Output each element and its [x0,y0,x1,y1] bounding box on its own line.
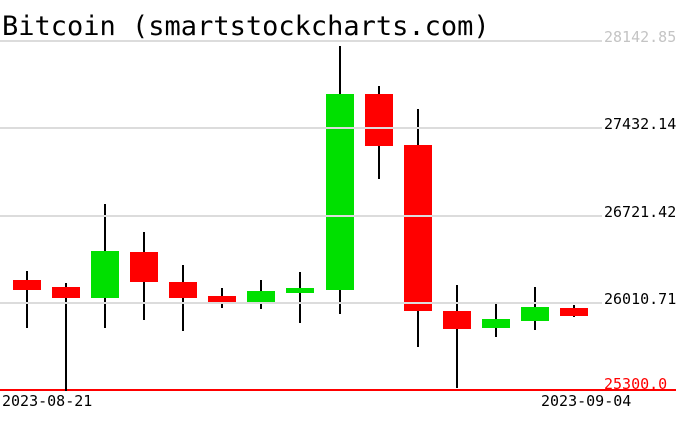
gridline [0,127,602,130]
gridline [0,301,602,304]
y-axis-tick-label: 27432.14 [604,115,676,134]
candle-body-up [482,319,511,328]
support-line [0,389,676,391]
candle-wick [299,272,302,323]
candle-wick [25,271,28,328]
gridline [0,214,602,217]
candle-body-down [403,144,432,312]
candle-body-up [286,287,315,293]
support-price-label: 25300.0 [604,375,668,393]
candle-body-down [51,287,80,298]
y-axis-tick-label: 26721.42 [604,202,676,221]
candle-body-down [169,281,198,298]
candle-body-up [325,93,354,290]
y-axis-tick-label: 28142.85 [604,28,676,46]
candle-body-down [12,279,41,290]
candle-wick [455,284,458,388]
candle-wick [182,264,185,332]
candle-body-down [560,307,589,317]
candle-body-down [208,296,237,304]
chart-title: Bitcoin (smartstockcharts.com) [2,11,490,42]
candle-body-up [90,251,119,298]
candle-body-down [364,93,393,146]
candle-body-down [129,252,158,282]
x-axis-label-start: 2023-08-21 [2,392,93,410]
candle-body-up [521,306,550,321]
y-axis-tick-label: 26010.71 [604,289,676,308]
candle-wick [64,283,67,392]
candle-body-down [442,311,471,330]
gridline [0,40,602,42]
candle-body-up [247,290,276,303]
x-axis-label-end: 2023-09-04 [541,392,632,410]
